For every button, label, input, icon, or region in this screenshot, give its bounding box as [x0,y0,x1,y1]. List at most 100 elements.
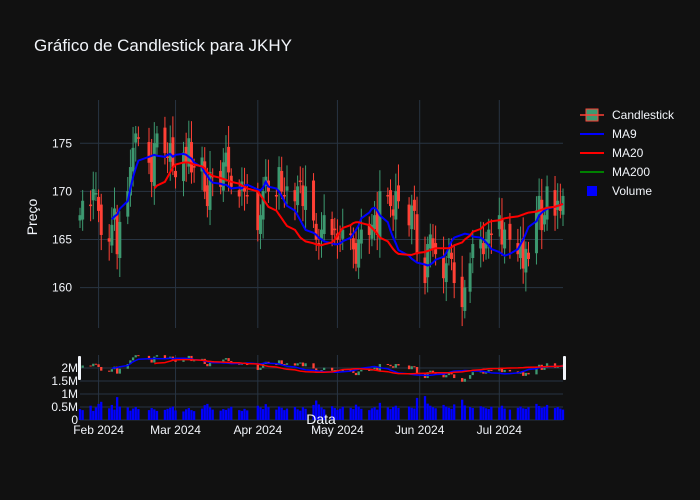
candle-body [227,146,231,173]
legend-item[interactable]: Volume [587,184,652,198]
volume-tick-label: 0 [71,413,78,427]
candle-body [277,167,281,191]
candle [293,182,297,221]
candle [320,212,323,258]
mini-candle [450,372,453,375]
volume-bar [447,407,451,420]
volume-bar [479,406,482,420]
mini-candle [527,372,530,375]
candle [391,195,395,231]
candle [503,222,507,264]
mini-candle [116,366,119,374]
candle [155,125,159,155]
volume-bar [338,408,342,420]
candle-body [481,243,485,255]
candle-body [89,204,93,207]
candle-body [152,143,156,186]
candle-body [463,287,467,311]
volume-bar [500,405,504,420]
candle [481,222,485,262]
legend-item[interactable]: MA9 [580,127,637,141]
volume-bar [211,409,214,420]
mini-candle [285,363,289,365]
mini-candle [224,358,228,360]
mini-candle [503,369,506,373]
candle [412,185,416,230]
candle-body [503,229,507,249]
mini-candle [487,369,490,372]
candle [78,207,82,228]
price-tick-label: 165 [52,232,72,246]
mini-candle [227,358,230,362]
mini-candle [524,372,527,376]
legend-item[interactable]: MA20 [580,146,644,160]
mini-ma9-line [111,357,564,377]
candle [182,141,185,197]
volume-bar [559,408,562,420]
volume-bar [92,410,95,420]
mini-candle [537,364,541,367]
candle [89,190,93,222]
volume-bar [185,409,188,420]
candle [128,149,132,207]
volume-bar [304,408,307,420]
range-slider[interactable] [78,356,566,380]
range-handle-left[interactable] [78,356,81,380]
candle [184,132,188,182]
candle [264,159,268,194]
mini-candle [275,364,278,366]
legend[interactable]: Candlestick MA9 MA20 MA200 Volume [580,108,675,198]
volume-bar [484,408,488,420]
candle [545,175,549,231]
candle [312,173,316,228]
mini-candle [277,360,281,365]
candle-body [110,224,114,246]
candle-body [386,194,390,197]
volume-bar [378,402,382,420]
candle [277,156,281,210]
volume-bar [299,410,302,420]
legend-item[interactable]: Candlestick [580,108,675,122]
candle [296,175,300,213]
volume-bar [503,408,506,420]
candle-body [314,223,318,240]
volume-bar [410,407,413,420]
range-handle-right[interactable] [563,356,566,380]
mini-candle [280,360,283,365]
mini-candle [394,364,397,368]
mini-candle [153,356,156,363]
candle-body [245,194,249,197]
volume-bar [110,404,113,420]
volume-bar [131,408,135,420]
candle-body [282,194,286,197]
mini-candle [543,367,546,370]
candle-body [134,133,138,143]
volume-bar [397,408,400,420]
volume-bar [527,407,530,420]
volume-bar [540,407,543,420]
candle [150,138,154,198]
candle-body [410,205,414,230]
legend-item[interactable]: MA200 [580,165,650,179]
legend-label: MA20 [612,146,644,160]
volume-bar [166,408,169,420]
candle [452,244,456,299]
candle-body [428,234,432,249]
candle-body [261,191,265,220]
candle-body [415,214,419,255]
candle [375,191,379,251]
candle [463,279,467,319]
mini-candle [386,364,389,366]
mini-candle [413,366,416,368]
mini-candle [163,355,167,359]
candle [450,238,454,271]
volume-bar [561,409,565,420]
volume-bar [354,404,358,420]
candle-body [293,190,297,202]
volume-bar [275,409,278,420]
mini-candle [192,360,196,362]
volume-bar [508,409,512,420]
candle [484,231,488,260]
candle [497,197,501,237]
